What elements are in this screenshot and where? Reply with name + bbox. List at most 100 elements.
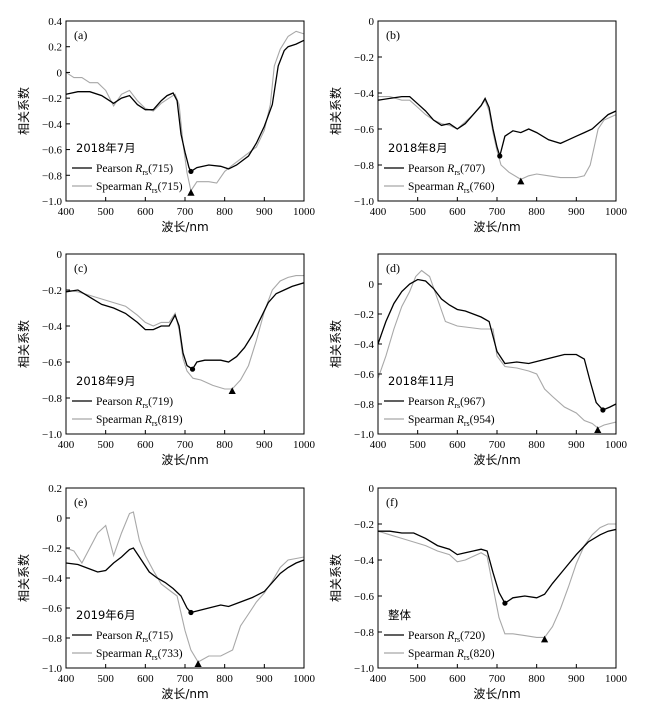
y-tick-label: 0 [369, 16, 375, 28]
pearson-min-marker [600, 407, 606, 413]
spearman-min-marker [541, 635, 549, 643]
pearson-min-marker [497, 153, 503, 159]
x-tick-label: 600 [137, 206, 154, 218]
x-axis-label: 波长/nm [161, 687, 208, 701]
chart-panel-5: 400 500 600 700 800 900 1000 −1.0 −0.8 −0.6 −0.4 −0… [16, 483, 316, 701]
x-tick-label: 700 [177, 439, 194, 451]
x-tick-label: 400 [370, 673, 387, 685]
y-tick-label: −0.8 [42, 633, 62, 645]
spearman-min-marker [594, 426, 602, 433]
x-tick-label: 900 [568, 673, 585, 685]
x-tick-label: 700 [177, 206, 194, 218]
x-tick-label: 700 [177, 673, 194, 685]
y-tick-label: 0 [57, 249, 63, 261]
series-line-spearman [378, 96, 616, 181]
y-tick-label: 0 [369, 483, 375, 495]
legend-entry-spearman: Spearman Rrs(954) [408, 414, 495, 428]
x-tick-label: 800 [216, 673, 233, 685]
legend-date-label: 2018年7月 [76, 141, 136, 155]
series-line-pearson [66, 547, 304, 614]
y-tick-label: −0.8 [42, 393, 62, 405]
x-tick-label: 900 [256, 673, 273, 685]
legend-entry-pearson: Pearson Rrs(707) [408, 163, 485, 177]
series-line-spearman [66, 511, 304, 663]
y-tick-label: −0.6 [354, 591, 374, 603]
y-tick-label: −0.2 [354, 309, 374, 321]
y-tick-label: 0 [57, 513, 63, 525]
x-tick-label: 800 [528, 206, 545, 218]
x-tick-label: 600 [137, 439, 154, 451]
y-tick-label: −0.2 [354, 52, 374, 64]
x-tick-label: 500 [97, 439, 114, 451]
spearman-min-marker [228, 387, 236, 394]
y-tick-label: −0.4 [354, 339, 374, 351]
chart-panel-3: 400 500 600 700 800 900 1000 −1.0 −0.8 −0.6 −0.4 −0… [16, 249, 316, 467]
series-line-pearson [66, 39, 304, 173]
legend-date-label: 2018年11月 [388, 374, 455, 388]
legend-date-label: 整体 [388, 608, 411, 622]
x-tick-label: 700 [489, 439, 506, 451]
y-tick-label: −0.4 [42, 573, 62, 585]
y-tick-label: −0.8 [354, 627, 374, 639]
chart-panel-4: 400 500 600 700 800 900 1000 −1.0 −0.8 −0.6 −0.4 −0… [328, 253, 628, 467]
y-axis-label: 相关系数 [16, 554, 31, 602]
pearson-min-marker [502, 600, 508, 606]
legend-date-label: 2019年6月 [76, 608, 136, 622]
y-tick-label: −0.6 [354, 124, 374, 136]
x-tick-label: 400 [370, 439, 387, 451]
y-tick-label: −1.0 [354, 196, 374, 208]
x-tick-label: 700 [489, 673, 506, 685]
x-tick-label: 1000 [293, 439, 316, 451]
x-tick-label: 400 [58, 439, 75, 451]
y-tick-label: −1.0 [354, 663, 374, 675]
chart-panel-2: 400 500 600 700 800 900 1000 −1.0 −0.8 −0.6 −0.4 −0… [328, 16, 628, 234]
y-tick-label: −0.2 [42, 543, 62, 555]
legend-date-label: 2018年9月 [76, 374, 136, 388]
spearman-min-marker [517, 177, 525, 185]
legend-entry-pearson: Pearson Rrs(715) [96, 163, 173, 177]
x-tick-label: 1000 [605, 673, 628, 685]
legend-entry-spearman: Spearman Rrs(715) [96, 181, 183, 195]
series-line-spearman [66, 275, 304, 390]
legend-entry-spearman: Spearman Rrs(733) [96, 648, 183, 662]
legend-entry-spearman: Spearman Rrs(760) [408, 181, 495, 195]
x-tick-label: 400 [370, 206, 387, 218]
panel-label: (f) [386, 495, 398, 509]
x-tick-label: 900 [568, 206, 585, 218]
y-tick-label: −0.2 [354, 519, 374, 531]
x-axis-label: 波长/nm [161, 453, 208, 467]
legend-entry-pearson: Pearson Rrs(715) [96, 630, 173, 644]
x-tick-label: 800 [216, 206, 233, 218]
series-line-pearson [66, 282, 304, 371]
y-tick-label: −0.6 [354, 369, 374, 381]
y-tick-label: 0 [57, 67, 63, 79]
x-tick-label: 600 [449, 206, 466, 218]
panel-label: (b) [386, 28, 400, 42]
series-line-pearson [378, 528, 616, 605]
legend-entry-pearson: Pearson Rrs(719) [96, 396, 173, 410]
x-tick-label: 900 [256, 206, 273, 218]
series-line-pearson [378, 95, 616, 159]
legend-date-label: 2018年8月 [388, 141, 448, 155]
x-tick-label: 800 [216, 439, 233, 451]
pearson-min-marker [189, 366, 196, 372]
x-tick-label: 500 [409, 673, 426, 685]
y-tick-label: −0.6 [42, 603, 62, 615]
pearson-min-marker [188, 168, 194, 175]
legend-entry-pearson: Pearson Rrs(967) [408, 396, 485, 410]
x-tick-label: 800 [528, 439, 545, 451]
x-tick-label: 1000 [293, 206, 316, 218]
y-axis-label: 相关系数 [16, 87, 31, 135]
y-axis-label: 相关系数 [328, 554, 343, 602]
x-tick-label: 800 [528, 673, 545, 685]
y-tick-label: −0.6 [42, 145, 62, 157]
spearman-min-marker [194, 660, 202, 667]
series-line-pearson [378, 278, 616, 411]
x-tick-label: 1000 [293, 673, 316, 685]
chart-panel-6: 400 500 600 700 800 900 1000 −1.0 −0.8 −0.6 −0.4 −0… [328, 483, 628, 701]
panel-label: (c) [74, 261, 87, 275]
series-line-spearman [378, 523, 616, 638]
legend-entry-pearson: Pearson Rrs(720) [408, 630, 485, 644]
panel-label: (e) [74, 495, 87, 509]
x-tick-label: 900 [256, 439, 273, 451]
